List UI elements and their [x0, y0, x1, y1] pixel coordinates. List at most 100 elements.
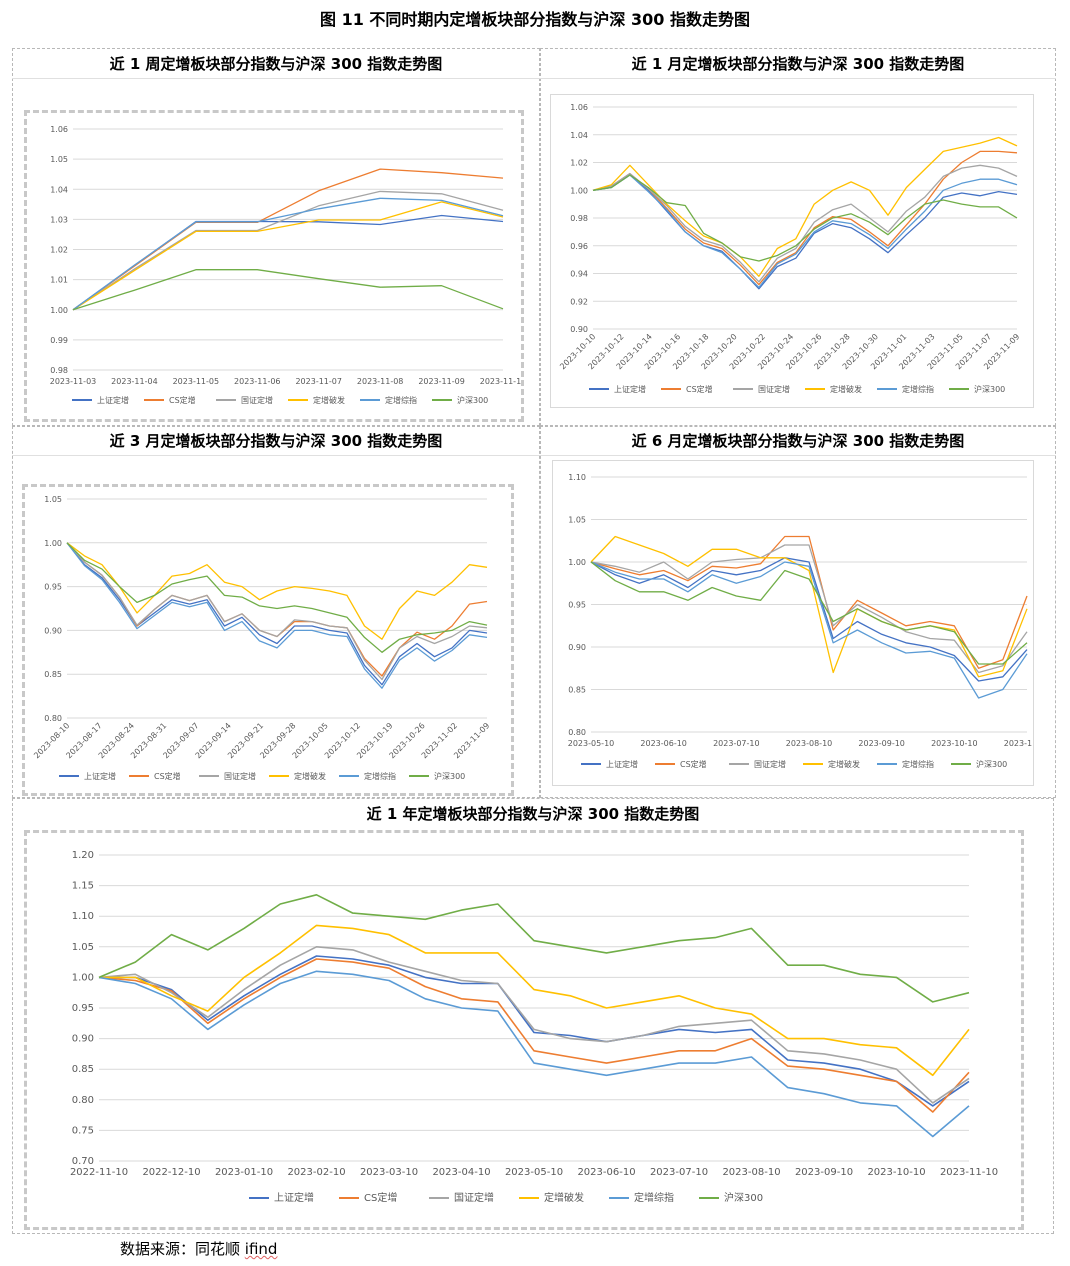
chart-box-year: 0.70 0.75 0.80 0.85 0.90 0.95 1.00 1.05 1.10 1.15…	[24, 830, 1024, 1230]
y-tick-label: 0.85	[44, 670, 62, 679]
legend-label: CS定增	[364, 1191, 397, 1204]
x-tick-label: 2023-02-10	[287, 1167, 345, 1178]
series-line-0	[99, 955, 970, 1107]
y-tick-label: 0.90	[570, 325, 588, 334]
y-tick-label: 1.00	[568, 558, 586, 567]
frame-bottom	[12, 798, 1054, 1234]
y-tick-label: 1.02	[50, 246, 68, 255]
series-line-5	[66, 542, 488, 653]
x-tick-label: 2023-11-04	[111, 377, 158, 386]
x-tick-label: 2023-09-10	[795, 1167, 853, 1178]
series-line-0	[590, 557, 1028, 682]
x-tick-label: 2023-07-10	[713, 739, 760, 748]
y-tick-label: 0.95	[44, 583, 62, 592]
y-tick-label: 1.06	[570, 103, 588, 112]
title-divider-mr	[540, 455, 1056, 456]
y-tick-label: 1.02	[570, 159, 588, 168]
series-line-2	[592, 164, 1018, 283]
legend-label: 上证定增	[614, 384, 646, 394]
y-tick-label: 0.85	[72, 1064, 94, 1075]
legend-label: 沪深300	[724, 1191, 763, 1204]
series-line-1	[66, 542, 488, 677]
series-line-4	[98, 970, 970, 1138]
series-line-3	[72, 201, 504, 311]
x-tick-label: 2023-08-10	[786, 739, 833, 748]
legend-label: 上证定增	[84, 771, 116, 781]
series-line-4	[66, 542, 488, 689]
x-tick-label: 2023-06-10	[640, 739, 687, 748]
panel-title-quarter: 近 3 月定增板块部分指数与沪深 300 指数走势图	[109, 432, 443, 450]
title-divider-tl	[12, 78, 540, 79]
panel-title-year: 近 1 年定增板块部分指数与沪深 300 指数走势图	[366, 805, 700, 823]
y-tick-label: 0.95	[72, 1003, 94, 1014]
legend-label: 定增破发	[544, 1191, 584, 1204]
x-tick-label: 2023-04-10	[432, 1167, 490, 1178]
chart-half: 0.80 0.85 0.90 0.95 1.00 1.05 1.10 2023-05-10 20…	[568, 473, 1051, 769]
legend-label: 定增破发	[828, 759, 860, 769]
legend-label: CS定增	[154, 771, 181, 781]
x-tick-label: 2023-11-10	[480, 377, 521, 386]
title-divider-ml	[12, 455, 540, 456]
x-tick-label: 2023-05-10	[568, 739, 615, 748]
x-tick-label: 2023-06-10	[577, 1167, 635, 1178]
x-tick-label: 2023-11-06	[234, 377, 281, 386]
legend-label: 定增综指	[634, 1191, 674, 1204]
series-line-5	[72, 269, 504, 311]
y-tick-label: 0.94	[570, 270, 588, 279]
series-line-1	[590, 535, 1028, 669]
y-tick-label: 1.20	[72, 850, 94, 861]
frame-mid-right	[540, 426, 1056, 798]
chart-box-half: 0.80 0.85 0.90 0.95 1.00 1.05 1.10 2023-05-10 20…	[552, 460, 1051, 786]
legend-label: 定增综指	[364, 771, 396, 781]
legend-label: 定增破发	[830, 384, 862, 394]
legend-label: 定增综指	[385, 395, 417, 405]
legend-label: 国证定增	[241, 395, 273, 405]
x-tick-label: 2023-03-10	[360, 1167, 418, 1178]
series-line-4	[590, 561, 1028, 699]
series-line-3	[592, 136, 1018, 277]
x-tick-label: 2023-11-07	[295, 377, 342, 386]
chart-box-month: 0.90 0.92 0.94 0.96 0.98 1.00 1.02 1.04 1.06 2023…	[550, 94, 1034, 408]
y-tick-label: 1.01	[50, 276, 68, 285]
legend-label: 国证定增	[454, 1191, 494, 1204]
x-tick-label: 2023-05-10	[505, 1167, 563, 1178]
x-tick-label: 2023-11-09	[418, 377, 465, 386]
y-tick-label: 1.06	[50, 125, 68, 134]
chart-quarter: 0.800.850.900.951.001.052023-08-102023-0…	[32, 495, 491, 781]
x-tick-label: 2023-11-08	[357, 377, 404, 386]
legend-label: 上证定增	[97, 395, 129, 405]
y-tick-label: 1.00	[570, 186, 588, 195]
x-tick-label: 2023-11-03	[50, 377, 97, 386]
frame-mid-left	[12, 426, 540, 798]
y-tick-label: 1.00	[50, 306, 68, 315]
series-line-1	[98, 958, 970, 1113]
legend-label: 定增综指	[902, 759, 934, 769]
legend-label: 沪深300	[457, 395, 488, 405]
series-line-5	[592, 174, 1018, 262]
y-tick-label: 0.70	[72, 1156, 94, 1167]
figure-title: 图 11 不同时期内定增板块部分指数与沪深 300 指数走势图	[320, 10, 750, 29]
panel-title-month: 近 1 月定增板块部分指数与沪深 300 指数走势图	[631, 55, 965, 73]
y-tick-label: 1.03	[50, 215, 68, 224]
y-tick-label: 0.90	[44, 626, 62, 635]
y-tick-label: 0.98	[50, 366, 68, 375]
series-line-1	[72, 168, 504, 311]
y-tick-label: 1.05	[568, 516, 586, 525]
legend-label: 定增综指	[902, 384, 934, 394]
y-tick-label: 1.04	[570, 131, 588, 140]
y-tick-label: 1.05	[72, 942, 94, 953]
series-line-4	[72, 197, 504, 311]
x-tick-label: 2023-11-05	[173, 377, 220, 386]
legend-label: 国证定增	[224, 771, 256, 781]
y-tick-label: 0.80	[44, 714, 62, 723]
source-note: 数据来源：同花顺 ifind	[120, 1238, 277, 1259]
y-tick-label: 0.99	[50, 336, 68, 345]
x-tick-label: 2023-11-10	[1004, 739, 1033, 748]
legend-label: 沪深300	[976, 759, 1007, 769]
x-tick-label: 2023-11-10	[940, 1167, 998, 1178]
source-label: 数据来源：同花顺	[120, 1240, 245, 1258]
frame-top-right	[540, 48, 1056, 426]
x-tick-label: 2023-10-10	[931, 739, 978, 748]
chart-box-quarter: 0.80 0.85 0.90 0.95 1.00 1.05 2023-08-10 2023-0…	[22, 484, 514, 796]
chart-week: 0.98 0.99 1.00 1.01 1.02 1.03 1.04 1.05 1.06 2023…	[50, 125, 527, 405]
